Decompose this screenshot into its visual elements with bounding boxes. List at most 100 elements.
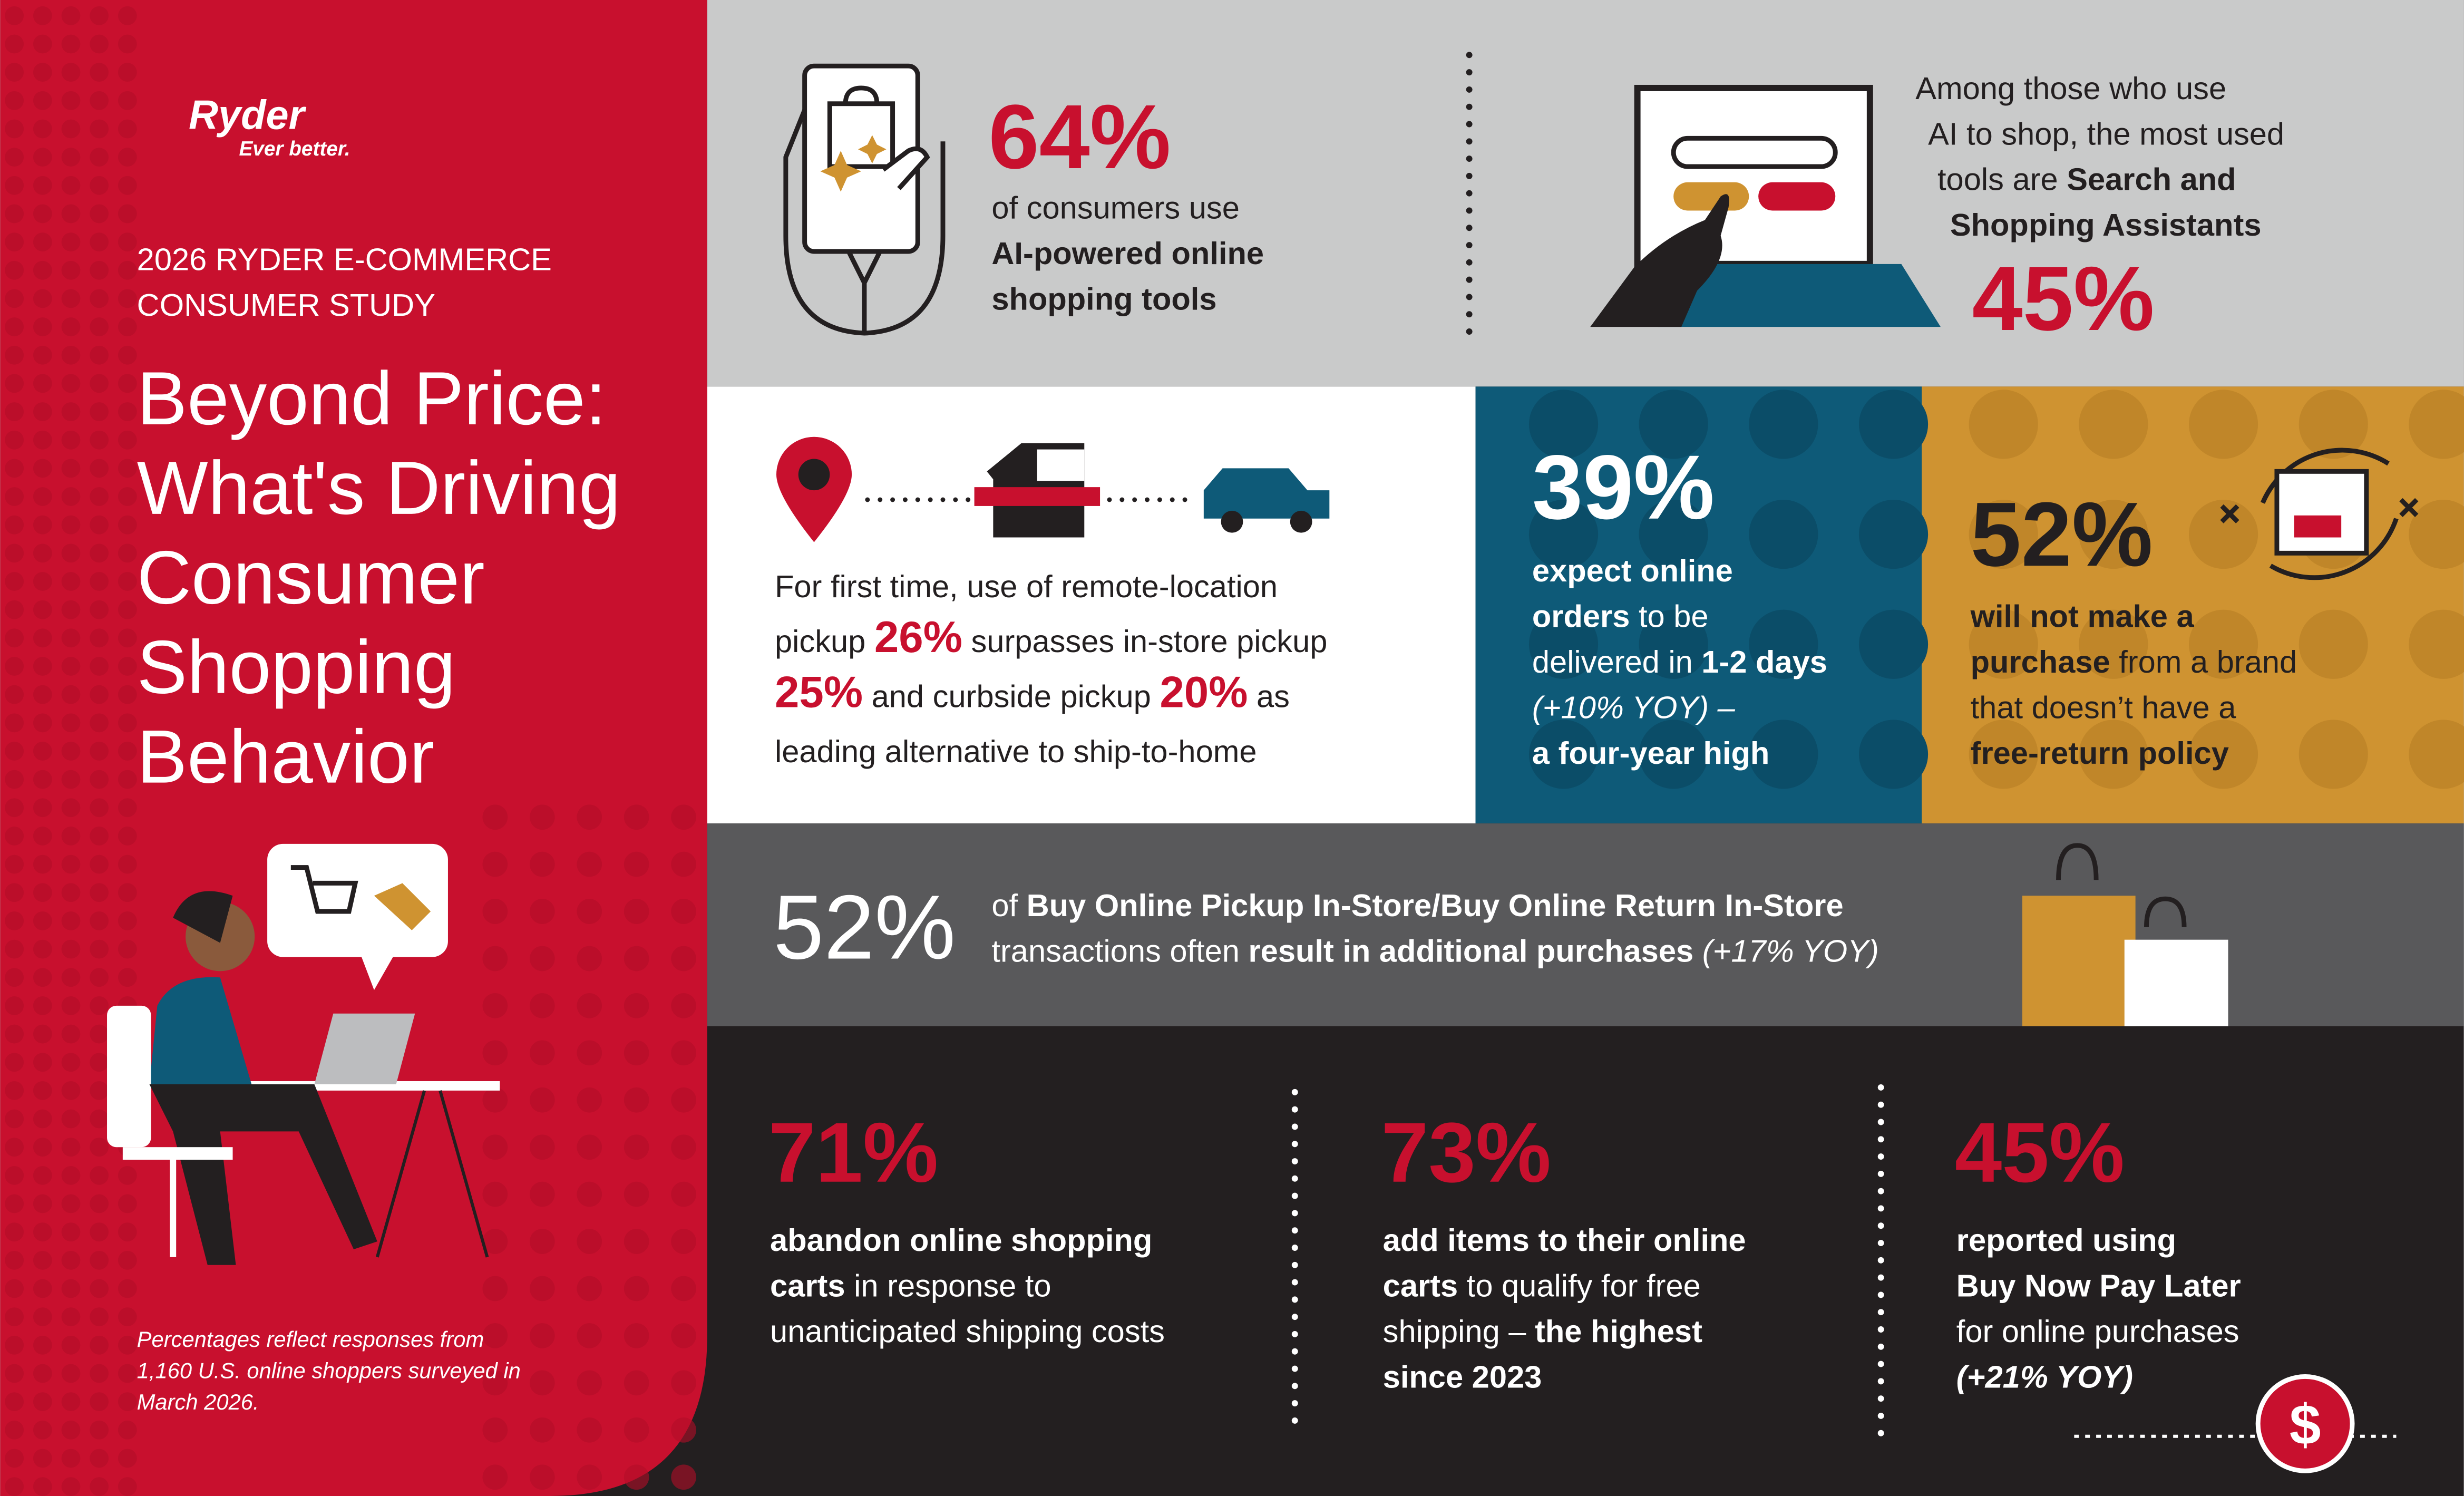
text-line: of consumers use	[991, 190, 1239, 225]
dot	[1528, 720, 1599, 789]
shape	[267, 843, 448, 957]
text-run: Shopping Assistants	[1950, 207, 2262, 242]
text-line: CONSUMER STUDY	[137, 287, 435, 323]
dot	[61, 713, 81, 733]
dot	[577, 899, 602, 924]
dot	[33, 1279, 52, 1298]
dot	[624, 1323, 649, 1348]
stat-value: 71%	[768, 1105, 938, 1200]
dot	[33, 996, 52, 1015]
dot	[61, 63, 81, 82]
shape	[2269, 518, 2399, 580]
dot	[90, 770, 109, 789]
dot	[5, 1165, 24, 1185]
dot	[90, 1364, 109, 1383]
dot	[118, 572, 137, 591]
text-run: abandon online shopping	[770, 1222, 1152, 1258]
dot	[90, 827, 109, 846]
dot	[5, 487, 24, 506]
dot	[118, 1335, 137, 1355]
dot	[33, 515, 52, 535]
dot	[33, 260, 52, 280]
dot-pattern	[1969, 390, 2464, 789]
shape	[1221, 510, 1243, 533]
dot	[482, 1181, 508, 1207]
dot	[118, 770, 137, 789]
dot	[624, 1276, 649, 1301]
dot	[5, 1307, 24, 1327]
dot	[5, 1364, 24, 1383]
dot	[90, 148, 109, 167]
shape	[361, 957, 393, 990]
text-run: unanticipated shipping costs	[770, 1314, 1165, 1349]
dot	[61, 827, 81, 846]
dot	[61, 1420, 81, 1440]
dot	[118, 1392, 137, 1412]
text-run: (+10% YOY) –	[1532, 689, 1736, 725]
dot	[5, 854, 24, 874]
dot	[33, 430, 52, 450]
dot	[482, 851, 508, 877]
text-line: Percentages reflect responses from	[137, 1327, 484, 1352]
dot	[33, 63, 52, 82]
dot	[90, 742, 109, 761]
dot	[33, 487, 52, 506]
text-line: For first time, use of remote-location	[775, 569, 1278, 604]
shape	[843, 85, 880, 104]
shape	[122, 1147, 233, 1160]
dot	[61, 1392, 81, 1412]
dot	[118, 487, 137, 506]
text-line: AI to shop, the most used	[1928, 116, 2284, 151]
dot	[61, 6, 81, 25]
text-run: pickup	[775, 624, 874, 659]
text-line: Consumer	[137, 536, 485, 620]
dot	[33, 770, 52, 789]
dot	[624, 946, 649, 972]
dot	[671, 804, 696, 830]
dot	[118, 260, 137, 280]
dot	[33, 1109, 52, 1129]
dot	[61, 1109, 81, 1129]
dot	[482, 804, 508, 830]
dot	[90, 1222, 109, 1242]
dot	[33, 628, 52, 648]
dot	[90, 374, 109, 393]
dot	[5, 289, 24, 308]
dot	[118, 742, 137, 761]
dot	[482, 899, 508, 924]
dot	[671, 1370, 696, 1396]
text-run: AI-powered online	[991, 236, 1264, 271]
dot	[671, 1323, 696, 1348]
text-run: a four-year high	[1532, 735, 1769, 771]
dot	[90, 1449, 109, 1468]
shape	[1758, 182, 1836, 211]
panel-ai	[707, 0, 2464, 387]
dot	[61, 402, 81, 421]
text-line: (+21% YOY)	[1956, 1359, 2133, 1394]
text-run: shipping –	[1383, 1314, 1535, 1349]
dot	[61, 232, 81, 251]
dot	[61, 742, 81, 761]
dot	[2079, 609, 2148, 679]
dot	[5, 345, 24, 365]
dot	[33, 1307, 52, 1327]
text-run: surpasses in-store pickup	[962, 624, 1327, 659]
dot	[1749, 609, 1818, 679]
dot	[5, 770, 24, 789]
text-line: shipping – the highest	[1383, 1314, 1702, 1349]
dot	[61, 317, 81, 336]
dot	[482, 1464, 508, 1490]
dot	[90, 430, 109, 450]
dot	[33, 148, 52, 167]
dot-pattern	[1528, 390, 1929, 789]
dot	[118, 854, 137, 874]
shape	[2022, 896, 2136, 1026]
dot	[482, 1370, 508, 1396]
dot	[2188, 720, 2258, 789]
dot	[61, 515, 81, 535]
dot	[61, 1335, 81, 1355]
dot	[61, 1449, 81, 1468]
dot	[5, 628, 24, 648]
dot	[33, 1165, 52, 1185]
dot	[61, 119, 81, 139]
